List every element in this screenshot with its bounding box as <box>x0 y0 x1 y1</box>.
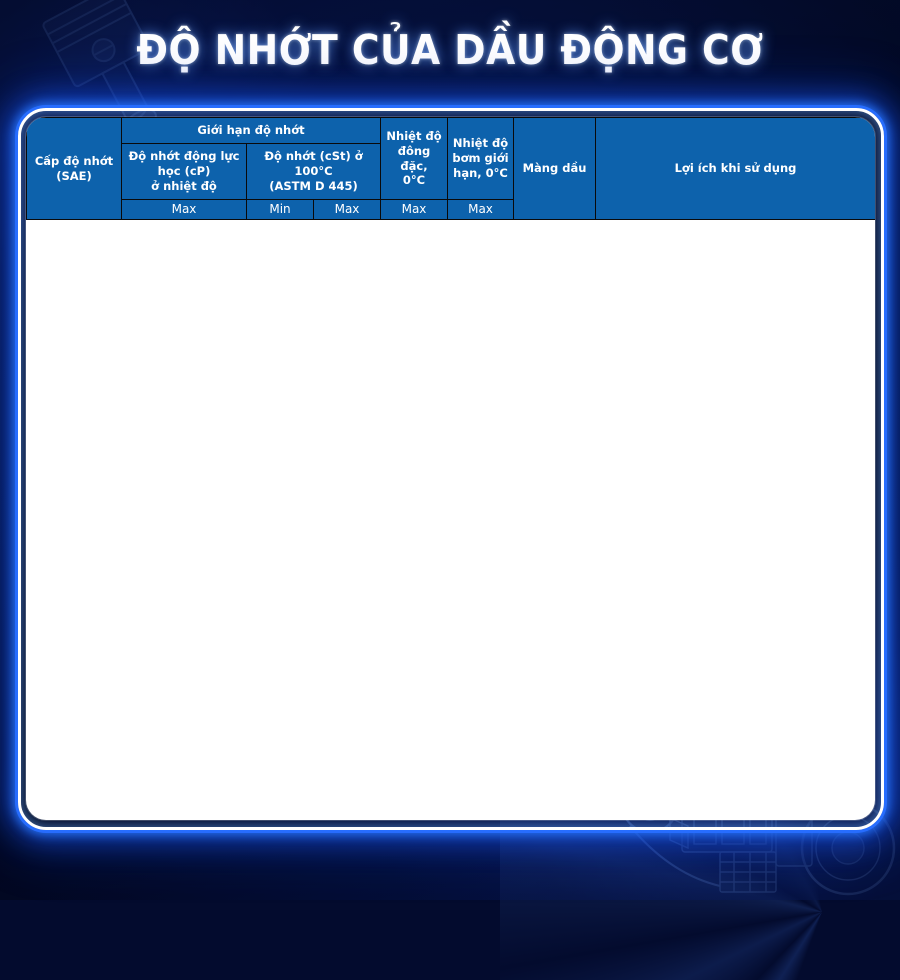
header-pump-line2: bơm giới <box>452 151 509 166</box>
header-dynamic-line1: Độ nhớt động lực <box>128 149 240 164</box>
header-dynamic-line2: học (cP) <box>157 164 211 179</box>
table-header: Cấp độ nhớt (SAE) Giới hạn độ nhớt Nhiệt… <box>26 117 876 221</box>
header-pour-line2: đông đặc, <box>397 143 431 173</box>
header-kinematic-line2: (ASTM D 445) <box>269 178 358 193</box>
header-sae-line2: (SAE) <box>56 168 92 183</box>
header-pour-point: Nhiệt độ đông đặc, 0°C <box>380 117 448 200</box>
header-pump-max: Max <box>447 198 514 221</box>
header-sae: Cấp độ nhớt (SAE) <box>26 117 122 221</box>
header-row-1: Cấp độ nhớt (SAE) Giới hạn độ nhớt Nhiệt… <box>26 117 875 221</box>
header-sae-line1: Cấp độ nhớt <box>34 153 114 168</box>
header-kinematic-viscosity: Độ nhớt (cSt) ở 100°C (ASTM D 445) <box>246 143 381 200</box>
header-kinematic-max: Max <box>313 198 381 221</box>
header-pour-line3: 0°C <box>402 173 426 188</box>
header-kinematic-line1: Độ nhớt (cSt) ở 100°C <box>264 149 363 179</box>
header-benefits: Lợi ích khi sử dụng <box>595 117 875 221</box>
header-dynamic-max: Max <box>121 198 247 221</box>
header-dynamic-viscosity: Độ nhớt động lực học (cP) ở nhiệt độ <box>121 143 247 200</box>
page-title: ĐỘ NHỚT CỦA DẦU ĐỘNG CƠ <box>136 26 764 74</box>
header-kinematic-min: Min <box>246 198 314 221</box>
viscosity-table: Cấp độ nhớt (SAE) Giới hạn độ nhớt Nhiệt… <box>26 117 876 221</box>
header-pour-max: Max <box>380 198 448 221</box>
header-row-3: Max Min Max Max Max <box>27 198 876 221</box>
header-pour-line1: Nhiệt độ <box>386 129 442 144</box>
header-pump-line3: hạn, 0°C <box>453 165 508 180</box>
header-pump-limit: Nhiệt độ bơm giới hạn, 0°C <box>447 117 514 200</box>
header-pump-line1: Nhiệt độ <box>452 136 509 151</box>
header-dynamic-line3: ở nhiệt độ <box>151 178 217 193</box>
header-row-2: Độ nhớt động lực học (cP) ở nhiệt độ Độ … <box>27 143 876 200</box>
header-viscosity-limits: Giới hạn độ nhớt <box>121 117 381 144</box>
viscosity-table-container: Cấp độ nhớt (SAE) Giới hạn độ nhớt Nhiệt… <box>26 117 875 820</box>
header-oil-film: Màng dầu <box>513 117 596 221</box>
